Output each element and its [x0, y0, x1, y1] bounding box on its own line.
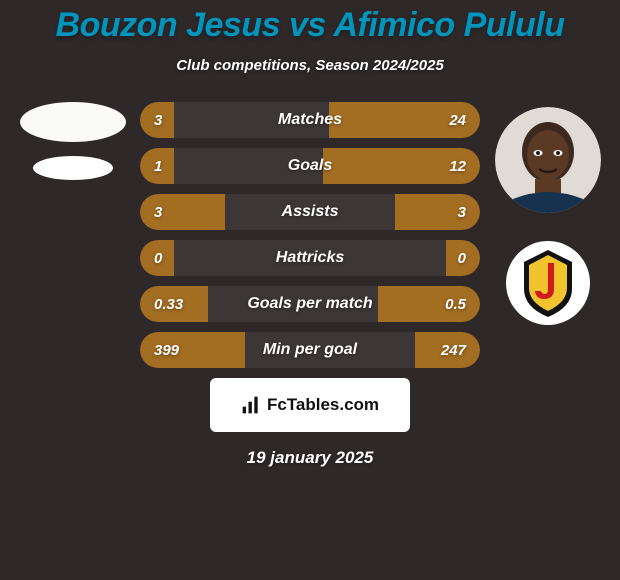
metric-row: 0.33 0.5 Goals per match — [140, 286, 480, 322]
content-row: 3 24 Matches 1 12 Goals 3 3 Assists 0 0 Hattricks 0.… — [0, 102, 620, 368]
club-right-badge — [506, 241, 590, 325]
metric-label: Matches — [278, 111, 342, 129]
value-left: 3 — [154, 204, 162, 221]
fctables-badge[interactable]: FcTables.com — [210, 378, 410, 432]
club-left-badge — [33, 156, 113, 180]
fill-right — [395, 194, 480, 230]
value-right: 0 — [458, 250, 466, 267]
metric-label: Assists — [282, 203, 339, 221]
subtitle: Club competitions, Season 2024/2025 — [176, 57, 444, 74]
metric-label: Min per goal — [263, 341, 357, 359]
bar-chart-icon — [241, 395, 261, 415]
infographic-container: Bouzon Jesus vs Afimico Pululu Club comp… — [0, 0, 620, 580]
metric-row: 1 12 Goals — [140, 148, 480, 184]
left-player-column — [5, 102, 140, 180]
value-left: 0.33 — [154, 296, 183, 313]
value-left: 3 — [154, 112, 162, 129]
value-right: 12 — [449, 158, 466, 175]
player-left-silhouette — [20, 102, 126, 142]
fctables-text: FcTables.com — [267, 395, 379, 415]
metric-label: Goals — [288, 157, 332, 175]
metric-row: 3 3 Assists — [140, 194, 480, 230]
value-right: 3 — [458, 204, 466, 221]
value-right: 0.5 — [445, 296, 466, 313]
metric-label: Goals per match — [247, 295, 372, 313]
value-right: 247 — [441, 342, 466, 359]
metric-row: 0 0 Hattricks — [140, 240, 480, 276]
metric-row: 3 24 Matches — [140, 102, 480, 138]
player-right-svg — [495, 107, 601, 213]
metric-label: Hattricks — [276, 249, 344, 267]
date-label: 19 january 2025 — [247, 448, 374, 468]
value-left: 399 — [154, 342, 179, 359]
metric-bars: 3 24 Matches 1 12 Goals 3 3 Assists 0 0 Hattricks 0.… — [140, 102, 480, 368]
value-right: 24 — [449, 112, 466, 129]
value-left: 0 — [154, 250, 162, 267]
player-right-photo — [495, 107, 601, 213]
club-right-svg — [506, 241, 590, 325]
fill-left — [140, 194, 225, 230]
metric-row: 399 247 Min per goal — [140, 332, 480, 368]
right-player-column — [480, 102, 615, 325]
page-title: Bouzon Jesus vs Afimico Pululu — [56, 6, 565, 45]
value-left: 1 — [154, 158, 162, 175]
